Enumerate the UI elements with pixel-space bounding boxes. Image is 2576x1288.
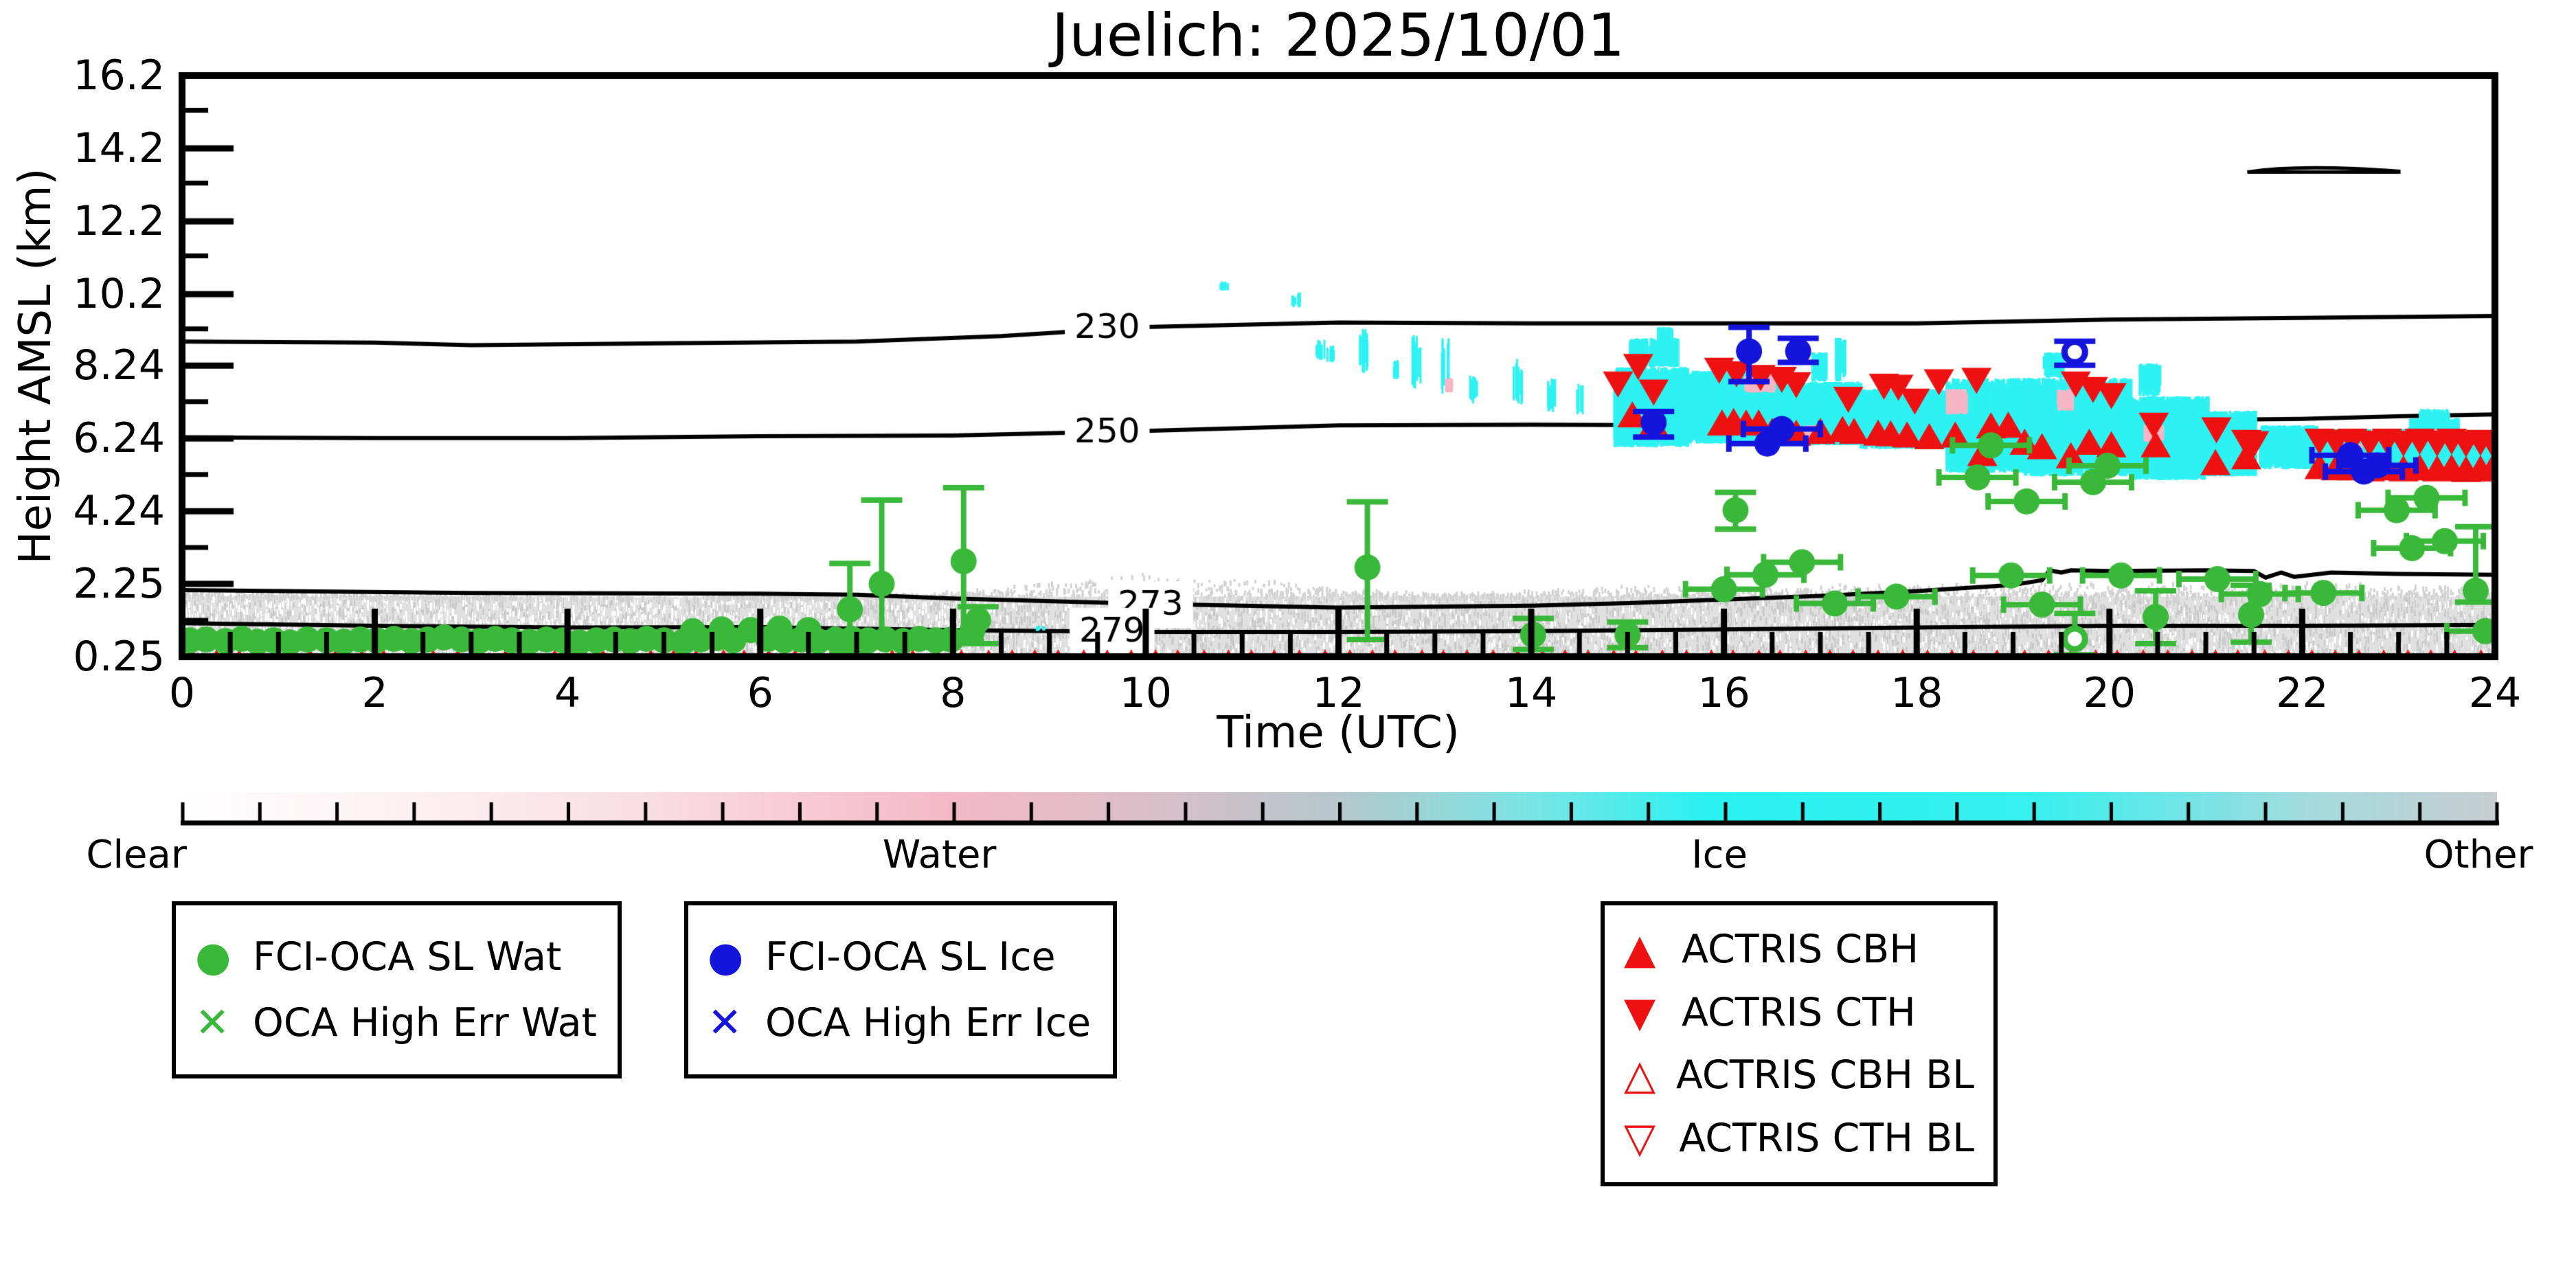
colorbar-label: Water bbox=[882, 833, 997, 877]
legend-item-label: ACTRIS CBH BL bbox=[1675, 1052, 1974, 1098]
cbh-triangle-icon: ▲ bbox=[1624, 925, 1656, 973]
y-tick-label: 6.24 bbox=[73, 414, 165, 463]
x-tick-label: 24 bbox=[2468, 669, 2522, 717]
cbh-bl-triangle-icon: △ bbox=[1624, 1051, 1656, 1100]
legend-item: ▼ ACTRIS CTH bbox=[1624, 981, 1974, 1044]
x-tick-label: 2 bbox=[361, 669, 388, 717]
legend-ice: ● FCI-OCA SL Ice ✕ OCA High Err Ice bbox=[684, 901, 1117, 1078]
x-tick-label: 16 bbox=[1697, 669, 1750, 717]
legend-water: ● FCI-OCA SL Wat ✕ OCA High Err Wat bbox=[172, 901, 622, 1078]
legend-item: ▽ ACTRIS CTH BL bbox=[1624, 1107, 1974, 1170]
water-circle-icon: ● bbox=[195, 933, 231, 981]
x-tick-label: 22 bbox=[2276, 669, 2329, 717]
legend-item: ✕ OCA High Err Ice bbox=[708, 990, 1094, 1056]
water-x-icon: ✕ bbox=[195, 999, 230, 1047]
y-tick-label: 0.25 bbox=[73, 633, 165, 681]
x-tick-label: 12 bbox=[1312, 669, 1365, 717]
y-tick-label: 14.2 bbox=[73, 124, 165, 173]
legend-item-label: FCI-OCA SL Wat bbox=[253, 934, 562, 980]
x-tick-label: 8 bbox=[940, 669, 967, 717]
y-tick-label: 16.2 bbox=[73, 52, 165, 100]
legend-item: ● FCI-OCA SL Ice bbox=[708, 924, 1094, 990]
colorbar-label: Clear bbox=[86, 833, 187, 877]
ice-circle-icon: ● bbox=[708, 933, 744, 981]
legend-item-label: OCA High Err Ice bbox=[765, 1000, 1092, 1046]
y-tick-label: 2.25 bbox=[73, 559, 165, 608]
colorbar-label: Other bbox=[2424, 833, 2533, 877]
legend-item: ✕ OCA High Err Wat bbox=[195, 990, 598, 1056]
x-tick-label: 10 bbox=[1119, 669, 1173, 717]
legend-item-label: ACTRIS CTH bbox=[1682, 989, 1916, 1035]
legend-item-label: ACTRIS CTH BL bbox=[1679, 1116, 1974, 1162]
x-tick-label: 6 bbox=[747, 669, 773, 717]
y-tick-label: 8.24 bbox=[73, 341, 165, 390]
colorbar-label: Ice bbox=[1691, 833, 1748, 877]
x-tick-label: 18 bbox=[1890, 669, 1943, 717]
x-tick-label: 0 bbox=[168, 669, 196, 717]
x-tick-label: 20 bbox=[2083, 669, 2136, 717]
cth-triangle-icon: ▼ bbox=[1624, 988, 1656, 1037]
ice-x-icon: ✕ bbox=[708, 999, 743, 1047]
legend-item-label: FCI-OCA SL Ice bbox=[765, 934, 1056, 980]
y-tick-label: 12.2 bbox=[73, 197, 165, 246]
legend-item: ● FCI-OCA SL Wat bbox=[195, 924, 598, 990]
x-axis-label: Time (UTC) bbox=[1217, 708, 1460, 758]
legend-item-label: ACTRIS CBH bbox=[1682, 926, 1919, 972]
y-tick-label: 10.2 bbox=[73, 270, 165, 319]
legend-item: △ ACTRIS CBH BL bbox=[1624, 1044, 1974, 1107]
legend-item: ▲ ACTRIS CBH bbox=[1624, 918, 1974, 981]
x-tick-label: 4 bbox=[554, 669, 581, 717]
y-tick-label: 4.24 bbox=[73, 487, 165, 536]
x-tick-label: 14 bbox=[1504, 669, 1558, 717]
chart-title: Juelich: 2025/10/01 bbox=[1051, 1, 1625, 70]
legend-item-label: OCA High Err Wat bbox=[253, 1000, 597, 1046]
legend-actris: ▲ ACTRIS CBH ▼ ACTRIS CTH △ ACTRIS CBH B… bbox=[1601, 901, 1998, 1186]
cth-bl-triangle-icon: ▽ bbox=[1624, 1114, 1656, 1163]
